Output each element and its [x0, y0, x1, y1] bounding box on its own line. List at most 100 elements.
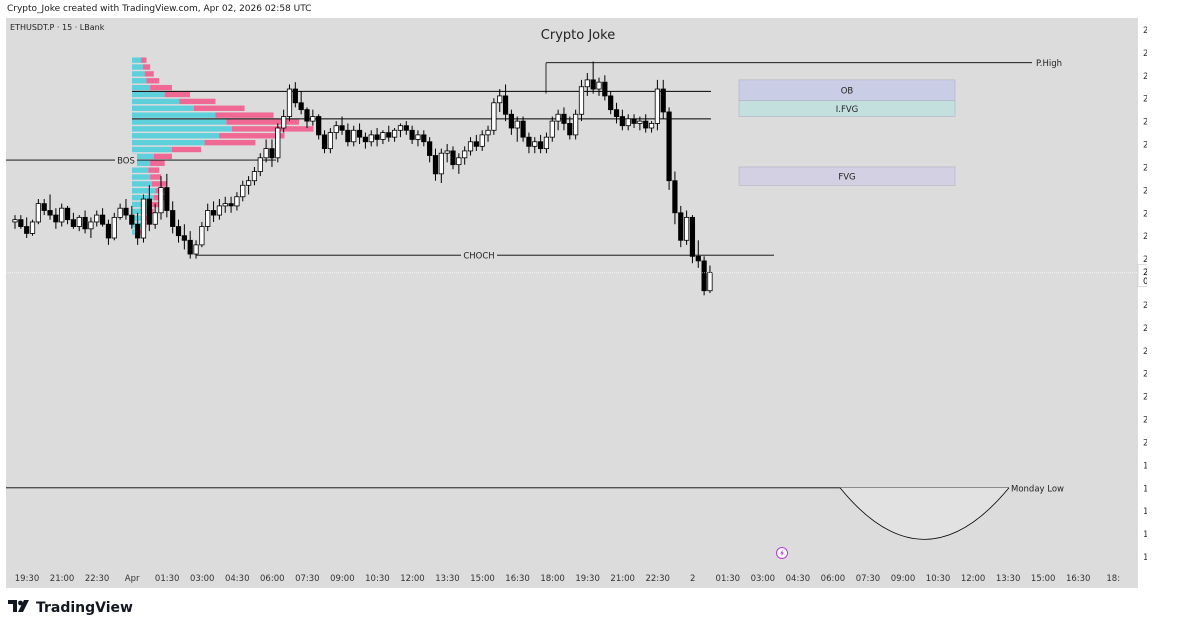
price-chart[interactable]: 2,180.00 2,170.00 2,160.00 2,150.00 2,140.00… [6, 18, 1147, 588]
time-axis-tick-label: 22:30 [85, 574, 110, 584]
tradingview-branding[interactable]: TradingView [8, 599, 133, 617]
candle-body [123, 207, 129, 216]
candle-body [386, 132, 392, 138]
candle-body [18, 219, 24, 227]
volume-profile-down-bar [171, 146, 201, 153]
volume-profile-up-bar [132, 174, 151, 180]
time-axis-tick-label: 06:00 [260, 574, 285, 584]
volume-profile-down-bar [153, 153, 172, 160]
candle-body [292, 88, 298, 104]
candle-body [502, 95, 509, 115]
volume-profile-down-bar [150, 84, 172, 91]
candle-body [514, 120, 520, 129]
candle-body [450, 150, 456, 166]
volume-profile-up-bar [132, 126, 232, 132]
candle-body [59, 207, 65, 223]
time-axis-tick-label: 03:00 [751, 574, 776, 584]
time-axis-tick-label: 18:00 [540, 574, 565, 584]
bos-label-bg [115, 154, 137, 167]
volume-profile-up-bar [132, 105, 194, 111]
volume-profile-up-bar [132, 57, 142, 63]
volume-profile-down-bar [215, 112, 274, 118]
price-axis-tick-label: 2,160.00 [1143, 72, 1147, 82]
price-axis-tick-label: 2,090.00 [1143, 232, 1147, 242]
candle-body [660, 88, 666, 113]
volume-profile-up-bar [132, 71, 145, 77]
candle-body [707, 271, 713, 292]
volume-profile-up-bar [132, 64, 143, 70]
candle-body [175, 226, 182, 237]
candle-body [415, 134, 421, 140]
candle-body [29, 221, 36, 234]
candle-body [135, 223, 141, 239]
price-axis-tick-label: 1,980.00 [1143, 484, 1147, 494]
price-axis-background [1138, 18, 1147, 568]
volume-profile-down-bar [204, 139, 256, 146]
time-axis-tick-label: 10:30 [926, 574, 951, 584]
candle-body [333, 125, 339, 133]
candle-body [432, 155, 439, 175]
candle-body [391, 129, 398, 138]
candle-body [608, 95, 614, 111]
time-axis-tick-label: 21:00 [50, 574, 75, 584]
candle-body [356, 129, 363, 138]
candle-body [456, 157, 462, 166]
candle-body [105, 223, 112, 239]
time-axis-tick-label: 01:30 [155, 574, 180, 584]
volume-profile-down-bar [226, 119, 299, 125]
lightning-icon-bolt [780, 549, 784, 557]
choch-label: CHOCH [463, 252, 494, 262]
price-axis-tick-label: 1,960.00 [1143, 530, 1147, 540]
candle-body [555, 113, 561, 122]
candle-body [701, 260, 707, 292]
candle-body [263, 148, 269, 159]
price-axis-tick-label: 2,120.00 [1143, 163, 1147, 173]
candle-body [234, 196, 240, 207]
candle-body [281, 116, 287, 129]
candle-body [567, 123, 573, 136]
candle-body [584, 79, 590, 88]
candle-body [467, 141, 474, 152]
candle-body [88, 221, 94, 230]
candle-body [374, 134, 380, 140]
time-axis-tick-label: 16:30 [1066, 574, 1091, 584]
time-axis-background [6, 568, 1138, 588]
candle-body [619, 116, 625, 127]
time-axis-tick-label: 18: [1106, 574, 1120, 584]
time-axis-tick-label: 16:30 [505, 574, 530, 584]
candle-body [24, 226, 30, 234]
candle-body [199, 226, 205, 246]
chart-caption: Crypto_Joke created with TradingView.com… [7, 4, 312, 14]
zone-label: FVG [838, 173, 855, 183]
lightning-icon[interactable] [776, 547, 788, 559]
candle-body [473, 141, 479, 147]
volume-profile-down-bar [151, 181, 167, 187]
candle-body [444, 150, 450, 154]
chart-area[interactable]: 2,180.00 2,170.00 2,160.00 2,150.00 2,140.00… [6, 18, 1147, 588]
last-price-label-box [1137, 264, 1147, 288]
time-axis-tick-label: 12:00 [400, 574, 425, 584]
volume-profile-down-bar [179, 98, 216, 105]
candle-body [689, 216, 696, 257]
symbol-label: ETHUSDT.P · 15 · LBank [10, 23, 105, 32]
volume-profile-down-bar [231, 126, 314, 132]
candle-body [181, 235, 187, 241]
candle-body [76, 216, 82, 227]
candle-body [240, 184, 246, 198]
candle-body [286, 88, 293, 117]
candle-body [193, 244, 199, 255]
time-axis-tick-label: 09:00 [891, 574, 916, 584]
candle-body [158, 187, 164, 214]
volume-profile-up-bar [132, 167, 149, 173]
price-axis-tick-label: 1,990.00 [1143, 461, 1147, 471]
candle-body [362, 136, 369, 143]
candle-body [310, 116, 316, 122]
candle-body [538, 141, 544, 150]
price-axis-tick-label: 2,010.00 [1143, 416, 1147, 426]
chart-title: Crypto Joke [541, 28, 615, 43]
candle-body [316, 116, 322, 136]
time-axis-tick-label: 21:00 [610, 574, 635, 584]
candle-body [643, 120, 649, 129]
candle-body [520, 120, 526, 138]
candle-body [561, 113, 567, 124]
